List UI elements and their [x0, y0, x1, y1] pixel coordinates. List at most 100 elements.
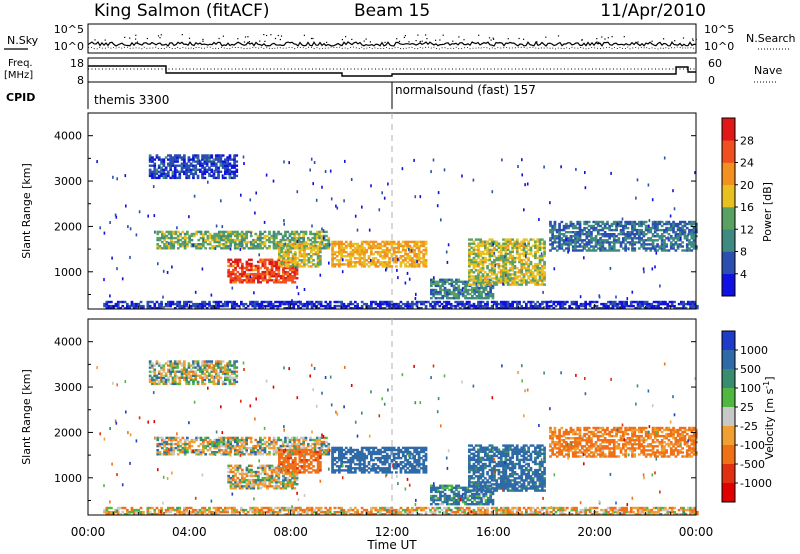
- power-echo-cell: [420, 240, 423, 244]
- velocity-echo-cell: [268, 436, 271, 440]
- power-echo-cell: [665, 228, 668, 232]
- power-echo-cell: [218, 238, 221, 242]
- power-echo-cell: [188, 234, 191, 238]
- velocity-echo-cell: [169, 370, 172, 373]
- power-echo-cell: [306, 307, 309, 310]
- power-echo-cell: [192, 245, 196, 248]
- power-echo-cell: [221, 160, 225, 163]
- power-echo-cell: [594, 243, 598, 246]
- power-echo-cell: [212, 304, 216, 308]
- power-echo-cell: [261, 232, 264, 236]
- power-echo-cell: [422, 261, 426, 264]
- power-echo-cell: [415, 292, 417, 296]
- velocity-echo-cell: [327, 444, 331, 448]
- power-echo-cell: [468, 269, 471, 272]
- power-echo-cell: [233, 160, 236, 163]
- power-echo-cell: [518, 256, 521, 260]
- power-echo-cell: [558, 224, 561, 228]
- power-echo-cell: [305, 253, 309, 256]
- power-echo-cell: [477, 252, 480, 256]
- power-echo-cell: [261, 258, 265, 261]
- power-echo-cell: [581, 231, 584, 234]
- power-echo-cell: [606, 222, 609, 226]
- power-echo-cell: [688, 241, 691, 244]
- power-echo-cell: [491, 294, 495, 298]
- power-echo-cell: [691, 304, 695, 308]
- power-echo-cell: [231, 272, 235, 276]
- power-echo-cell: [401, 167, 404, 171]
- power-echo-cell: [376, 259, 380, 262]
- power-echo-cell: [491, 297, 495, 300]
- power-echo-cell: [202, 245, 205, 248]
- power-echo-cell: [479, 302, 483, 306]
- power-echo-cell: [509, 260, 512, 264]
- velocity-echo-cell: [227, 481, 230, 484]
- velocity-echo-cell: [210, 368, 214, 371]
- velocity-echo-cell: [252, 449, 255, 452]
- velocity-echo-cell: [318, 446, 321, 450]
- power-echo-cell: [351, 244, 355, 248]
- power-echo-cell: [311, 224, 313, 228]
- power-echo-cell: [481, 281, 485, 284]
- power-echo-cell: [635, 233, 639, 236]
- power-echo-cell: [220, 230, 223, 234]
- power-echo-cell: [450, 280, 454, 283]
- power-echo-cell: [495, 302, 499, 306]
- power-echo-cell: [241, 275, 244, 278]
- power-echo-cell: [201, 170, 204, 173]
- power-echo-cell: [474, 238, 478, 241]
- power-echo-cell: [452, 292, 456, 296]
- nsky-spike: [398, 40, 401, 42]
- power-echo-cell: [468, 279, 471, 282]
- nave-tick-low: 0: [708, 74, 715, 87]
- power-echo-cell: [683, 233, 687, 236]
- power-echo-cell: [411, 263, 414, 266]
- power-echo-cell: [499, 277, 503, 280]
- power-echo-cell: [367, 307, 371, 310]
- power-echo-cell: [231, 281, 235, 284]
- power-echo-cell: [206, 238, 210, 242]
- power-echo-cell: [545, 307, 549, 310]
- power-echo-cell: [638, 220, 641, 224]
- velocity-echo-cell: [196, 364, 200, 367]
- velocity-echo-cell: [259, 438, 262, 442]
- power-echo-cell: [322, 234, 326, 238]
- power-echo-cell: [383, 253, 387, 256]
- power-echo-cell: [583, 256, 585, 260]
- power-echo-cell: [365, 302, 369, 306]
- power-echo-cell: [153, 302, 157, 306]
- power-echo-cell: [252, 275, 256, 278]
- power-echo-cell: [251, 300, 255, 304]
- velocity-echo-cell: [254, 472, 258, 476]
- power-echo-cell: [455, 292, 458, 296]
- power-echo-cell: [333, 244, 337, 248]
- power-echo-cell: [179, 234, 182, 238]
- power-echo-cell: [146, 302, 150, 306]
- power-echo-cell: [169, 302, 172, 306]
- power-echo-cell: [374, 263, 378, 266]
- power-echo-cell: [247, 240, 251, 244]
- power-echo-cell: [424, 263, 428, 266]
- power-echo-cell: [381, 261, 385, 264]
- power-echo-cell: [372, 246, 375, 250]
- power-echo-cell: [583, 245, 586, 248]
- power-echo-cell: [560, 233, 564, 236]
- power-echo-cell: [611, 302, 615, 306]
- power-echo-cell: [511, 265, 514, 268]
- power-echo-cell: [603, 231, 607, 234]
- power-echo-cell: [592, 249, 596, 252]
- velocity-echo-cell: [231, 466, 235, 470]
- power-echo-cell: [153, 174, 157, 178]
- power-echo-cell: [525, 260, 528, 264]
- velocity-echo-cell: [220, 438, 223, 442]
- power-echo-cell: [511, 277, 514, 280]
- velocity-echo-cell: [208, 380, 211, 384]
- velocity-echo-cell: [222, 440, 226, 444]
- power-echo-cell: [608, 224, 611, 228]
- power-echo-cell: [518, 246, 521, 249]
- power-echo-cell: [381, 244, 385, 248]
- power-echo-cell: [562, 249, 566, 252]
- power-echo-cell: [660, 228, 664, 232]
- velocity-echo-cell: [327, 453, 331, 456]
- power-echo-cell: [358, 307, 362, 310]
